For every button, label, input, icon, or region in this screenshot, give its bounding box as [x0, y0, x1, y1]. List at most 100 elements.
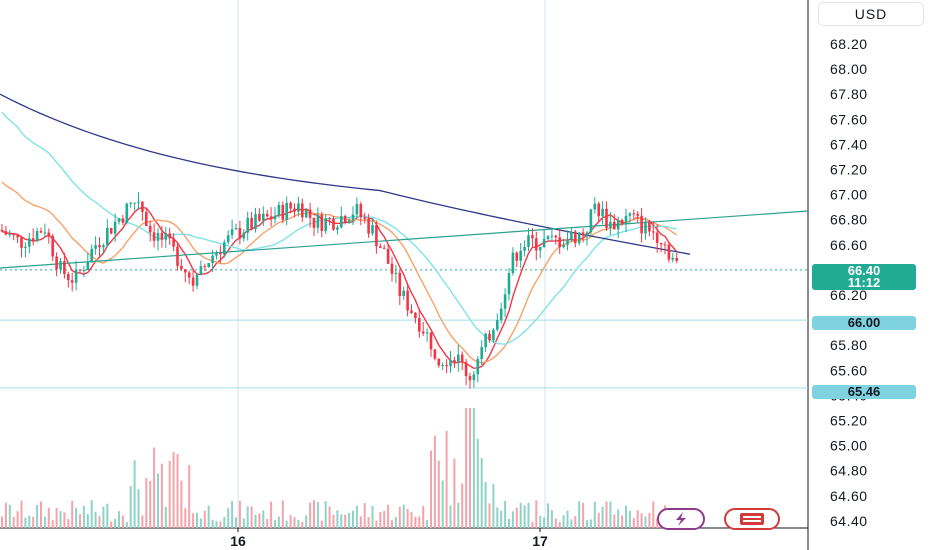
volume-bar	[293, 517, 296, 528]
candle-body	[441, 364, 444, 366]
candle-body	[460, 354, 464, 362]
candle-body	[20, 237, 23, 248]
candle-body	[605, 208, 608, 229]
level-badge-upper: 66.00	[812, 316, 916, 330]
candle-body	[168, 233, 171, 239]
candle-body	[628, 213, 632, 216]
candle-body	[472, 374, 476, 381]
volume-bar	[593, 501, 596, 528]
volume-bar	[320, 520, 323, 528]
candle-body	[121, 218, 125, 223]
candle-body	[31, 238, 35, 241]
volume-bar	[324, 501, 327, 528]
candle-body	[215, 252, 218, 256]
candle-body	[90, 248, 93, 263]
candle-body	[402, 290, 405, 296]
volume-bar	[496, 507, 499, 528]
volume-bar	[250, 506, 253, 528]
price-tick-label: 67.80	[830, 86, 868, 102]
candle-body	[671, 257, 675, 260]
time-tick-label: 17	[532, 533, 548, 549]
candle-body	[258, 214, 261, 221]
volume-bar	[211, 519, 214, 528]
volume-bar	[476, 438, 479, 528]
volume-bar	[609, 501, 612, 528]
candle-body	[414, 312, 417, 319]
volume-bar	[547, 503, 549, 528]
candle-body	[141, 201, 144, 212]
candle-body	[324, 218, 327, 232]
candle-body	[184, 269, 187, 273]
candle-body	[47, 232, 51, 236]
candle-body	[102, 245, 105, 248]
candle-body	[425, 332, 429, 334]
volume-bar	[449, 505, 452, 528]
candle-body	[363, 217, 366, 219]
candle-body	[464, 361, 468, 377]
volume-bar	[301, 521, 304, 528]
volume-bar	[398, 506, 401, 528]
price-tick-label: 65.80	[830, 337, 868, 353]
price-tick-label: 65.00	[830, 438, 868, 454]
candle-body	[328, 218, 331, 220]
volume-bar	[309, 502, 312, 528]
candle-body	[289, 202, 292, 209]
candle-body	[219, 252, 222, 255]
candle-body	[332, 218, 335, 230]
candle-body	[511, 252, 515, 274]
volume-bar	[141, 515, 144, 528]
volume-bar	[500, 510, 503, 528]
candle-body	[531, 235, 534, 239]
candle-body	[39, 231, 43, 233]
candle-body	[98, 245, 101, 248]
candle-body	[195, 274, 199, 286]
candle-body	[675, 257, 678, 261]
candle-body	[542, 238, 546, 248]
candle-body	[449, 359, 452, 367]
candle-body	[410, 310, 413, 313]
volume-bar	[469, 408, 471, 528]
currency-button[interactable]: USD	[818, 2, 924, 26]
candle-body	[176, 246, 179, 266]
volume-bar	[12, 516, 15, 528]
volume-bar	[121, 515, 124, 528]
candle-body	[207, 263, 210, 268]
level-lines	[0, 269, 808, 389]
level-badge-lower: 65.46	[812, 385, 916, 399]
price-tick-label: 66.60	[830, 237, 868, 253]
volume-bar	[313, 500, 315, 528]
volume-bar	[258, 513, 261, 528]
support-trendline	[0, 210, 809, 269]
volume-bar	[55, 507, 58, 528]
price-tick-label: 66.20	[830, 287, 868, 303]
volume-bar	[391, 520, 393, 528]
volume-bar	[605, 501, 608, 528]
candle-body	[156, 232, 160, 241]
candle-body	[70, 280, 74, 283]
candle-body	[550, 235, 554, 237]
candle-body	[35, 231, 39, 241]
candle-body	[523, 246, 526, 251]
candle-body	[133, 202, 136, 204]
candle-body	[398, 272, 402, 296]
candle-body	[152, 232, 156, 241]
candle-body	[375, 225, 378, 247]
price-tick-label: 64.60	[830, 488, 868, 504]
candle-body	[476, 359, 480, 375]
candle-body	[262, 213, 265, 221]
volume-bar	[63, 512, 66, 528]
ma-cyan-line	[1, 111, 677, 345]
volume-bar	[578, 501, 581, 528]
candle-body	[570, 231, 573, 240]
candle-body	[191, 277, 195, 286]
volume-bar	[79, 514, 81, 528]
candle-body	[394, 272, 398, 274]
volume-bar	[164, 507, 167, 528]
volume-bar	[433, 435, 436, 528]
candle-body	[566, 239, 569, 245]
volume-bar	[531, 521, 534, 528]
price-tick-label: 65.20	[830, 413, 868, 429]
candle-body	[558, 237, 561, 248]
volume-bar	[348, 512, 351, 528]
